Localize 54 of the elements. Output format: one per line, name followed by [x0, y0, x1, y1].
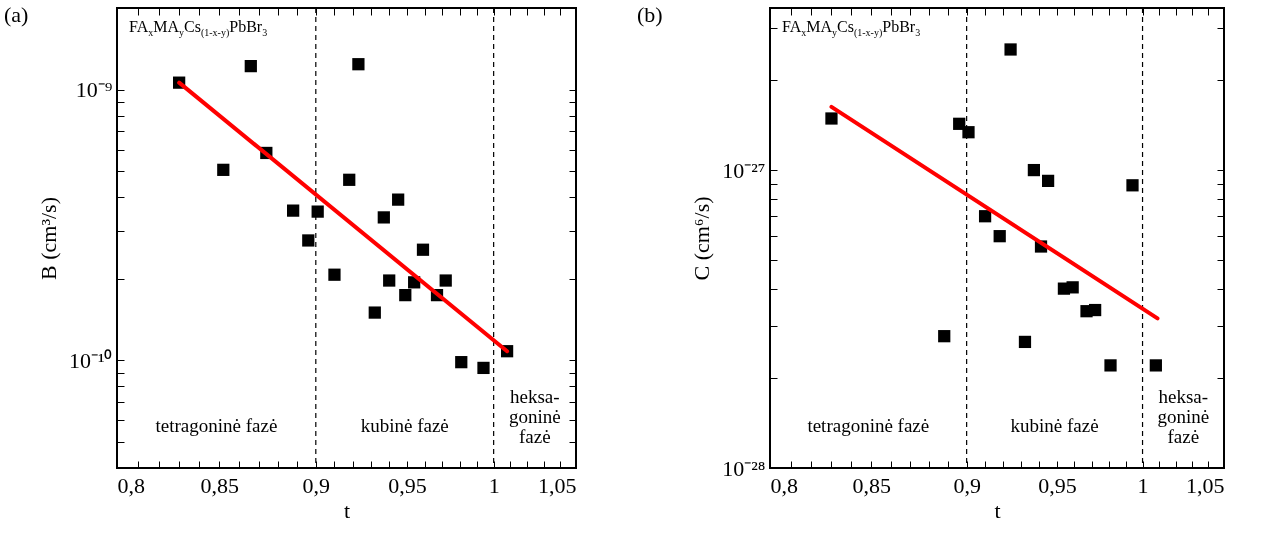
- point: [383, 274, 396, 287]
- x-axis-title: t: [994, 497, 1001, 523]
- point: [416, 243, 430, 256]
- point: [993, 230, 1006, 243]
- x-tick-label: 1: [1137, 472, 1149, 498]
- x-tick-label: 0,85: [200, 472, 240, 498]
- annotation: kubinė fazė: [360, 415, 449, 436]
- point: [302, 234, 315, 247]
- x-tick-label: 0,9: [953, 472, 981, 498]
- y-axis-title: B (cm³/s): [35, 197, 61, 280]
- point: [311, 205, 324, 218]
- y-axis-title: C (cm⁶/s): [689, 196, 715, 281]
- x-tick-label: 1: [488, 472, 500, 498]
- point: [377, 211, 390, 224]
- point: [352, 58, 365, 71]
- point: [978, 210, 992, 223]
- annotation: FA$_{x}$MA$_{y}$Cs$_{(1-x-y)}$PbBr$_{3}$: [129, 18, 268, 39]
- point: [938, 330, 951, 343]
- point: [439, 274, 452, 287]
- point: [962, 126, 975, 139]
- chart-title: (a): [4, 2, 29, 28]
- annotation: heksa- goninė fazė: [508, 386, 561, 447]
- point: [328, 268, 341, 281]
- point: [1066, 281, 1079, 294]
- y-tick-label: 10⁻²⁷: [722, 157, 766, 183]
- y-tick-label: 10⁻⁹: [75, 77, 113, 102]
- annotation: heksa- goninė fazė: [1157, 386, 1210, 447]
- x-tick-label: 0,8: [770, 472, 798, 498]
- x-tick-label: 1,05: [538, 472, 577, 498]
- point: [287, 204, 300, 217]
- x-tick-label: 0,8: [117, 472, 145, 498]
- x-tick-label: 0,9: [302, 472, 331, 498]
- point: [399, 289, 412, 302]
- point: [368, 306, 381, 319]
- y-tick-label: 10⁻²⁸: [722, 455, 766, 481]
- x-tick-label: 0,85: [852, 472, 891, 498]
- annotation: FA$_{x}$MA$_{y}$Cs$_{(1-x-y)}$PbBr$_{3}$: [782, 18, 921, 39]
- point: [1041, 174, 1055, 187]
- chart-title: (b): [637, 2, 663, 28]
- point: [343, 173, 356, 186]
- point: [1027, 163, 1041, 177]
- x-tick-label: 1,05: [1186, 472, 1225, 498]
- x-axis-title: t: [343, 497, 351, 523]
- y-tick-label: 10⁻¹⁰: [68, 347, 113, 373]
- x-tick-label: 0,95: [1038, 472, 1077, 498]
- point: [1089, 303, 1102, 317]
- point: [1104, 359, 1117, 372]
- annotation: tetragoninė fazė: [155, 415, 278, 436]
- point: [1004, 43, 1017, 56]
- x-tick-label: 0,95: [388, 472, 427, 498]
- annotation: kubinė fazė: [1010, 415, 1099, 436]
- point: [1018, 335, 1032, 349]
- point: [392, 193, 405, 206]
- annotation: tetragoninė fazė: [807, 415, 930, 436]
